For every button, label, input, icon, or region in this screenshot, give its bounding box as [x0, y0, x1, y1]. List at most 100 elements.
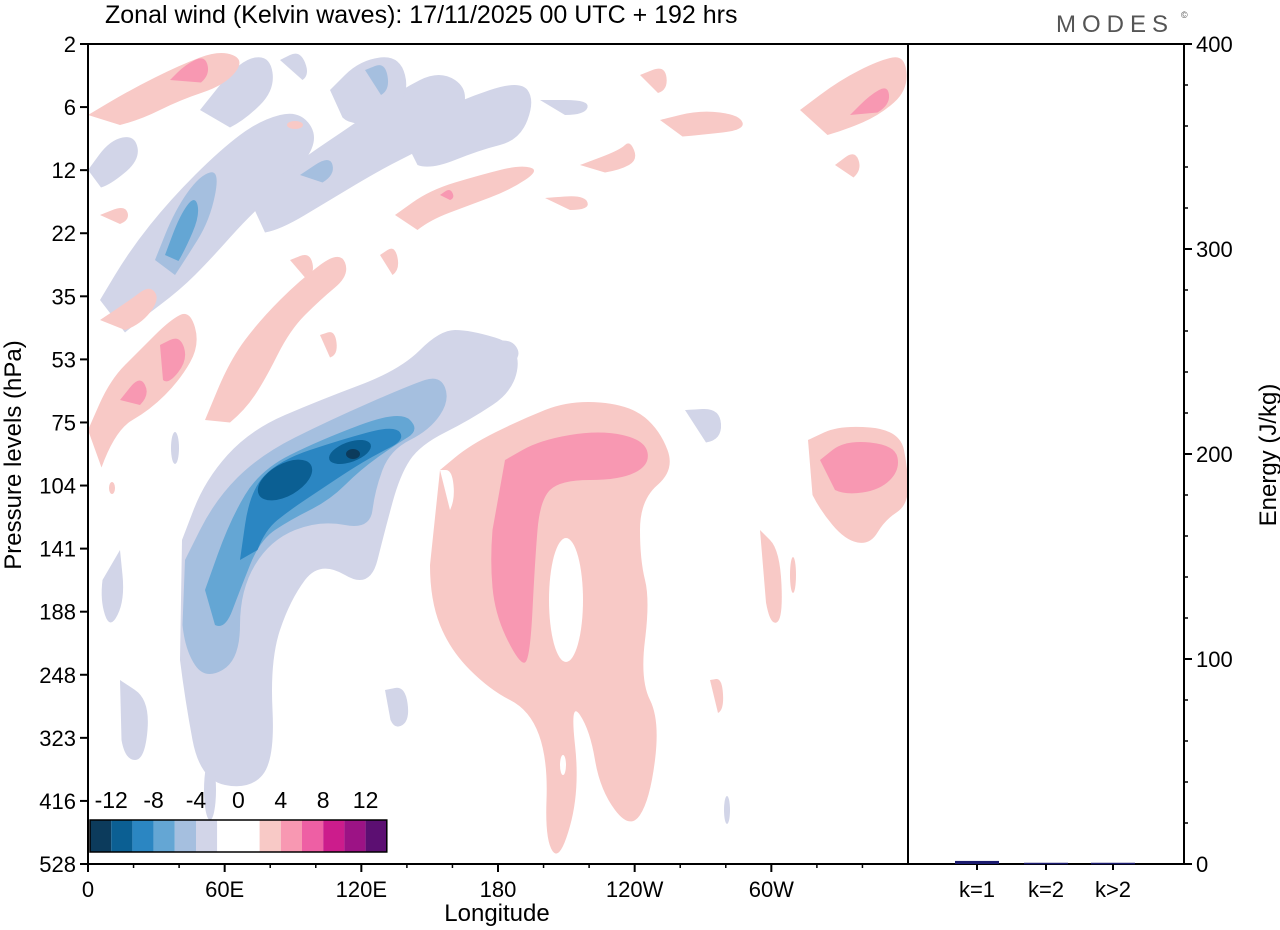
colorbar-swatch: [302, 820, 324, 852]
x-tick-label: 120E: [336, 877, 387, 902]
energy-bar: [1091, 862, 1135, 865]
easterly-contour-3: [165, 200, 199, 261]
easterly-contour-2: [365, 65, 389, 95]
energy-bar: [1024, 862, 1068, 865]
energy-frame: [907, 43, 1185, 865]
colorbar-label: -4: [186, 787, 207, 813]
colorbar-label: 8: [317, 787, 330, 813]
energy-tick-label: 400: [1196, 32, 1233, 57]
westerly-contour-1: [545, 196, 588, 210]
x-tick-label: 0: [82, 877, 94, 902]
westerly-contour-1: [205, 256, 347, 423]
brand-mark: ©: [1181, 10, 1188, 20]
longitude-axis: 0 60E 120E 180 120W 60W: [82, 864, 864, 902]
westerly-contour-2: [170, 58, 209, 83]
westerly-contour-2: [850, 88, 890, 115]
colorbar-swatch: [174, 820, 196, 852]
y-tick-label: 12: [52, 158, 76, 183]
y-tick-label: 6: [64, 95, 76, 120]
easterly-contour-1: [280, 53, 307, 80]
colorbar-swatch: [323, 820, 345, 852]
westerly-gap: [440, 470, 454, 510]
wind-field: [88, 53, 908, 854]
y-tick-label: 528: [39, 852, 76, 877]
westerly-gap: [549, 538, 583, 662]
easterly-contour-1: [200, 57, 273, 128]
westerly-contour-1: [290, 254, 313, 278]
colorbar-swatch: [217, 820, 239, 852]
colorbar-swatch: [90, 820, 112, 852]
easterly-contour-1: [685, 408, 722, 443]
colorbar-label: 4: [274, 787, 287, 813]
easterly-contour-1: [385, 687, 409, 727]
westerly-contour-2: [491, 432, 648, 663]
energy-category-label: k=2: [1028, 877, 1064, 902]
westerly-contour-1: [109, 482, 115, 494]
colorbar-swatch: [259, 820, 281, 852]
pressure-axis: 2 6 12 22 35 53 75 104 141 188 248 323 416 528: [39, 32, 88, 877]
westerly-contour-1: [320, 332, 337, 358]
westerly-contour-1: [790, 557, 796, 593]
colorbar: [89, 819, 388, 853]
colorbar-swatch: [111, 820, 133, 852]
energy-axis-label: Energy (J/kg): [1255, 384, 1280, 527]
westerly-contour-2: [440, 190, 454, 200]
energy-category-label: k>2: [1095, 877, 1131, 902]
westerly-contour-1: [835, 154, 860, 178]
easterly-contour-1: [204, 760, 216, 820]
westerly-contour-1: [430, 402, 670, 854]
y-tick-label: 35: [52, 284, 76, 309]
colorbar-label: -8: [143, 787, 163, 813]
westerly-contour-1: [800, 57, 907, 135]
westerly-contour-1: [287, 121, 303, 129]
colorbar-swatch: [280, 820, 302, 852]
westerly-gap: [560, 755, 566, 775]
easterly-contour-1: [100, 113, 314, 333]
y-tick-label: 323: [39, 726, 76, 751]
x-tick-label: 60W: [749, 877, 794, 902]
x-tick-label: 60E: [205, 877, 244, 902]
easterly-contour-6: [346, 449, 360, 459]
y-tick-label: 104: [39, 474, 76, 499]
y-tick-label: 248: [39, 663, 76, 688]
westerly-contour-2: [120, 380, 147, 405]
chart-title: Zonal wind (Kelvin waves): 17/11/2025 00…: [105, 1, 738, 29]
westerly-contour-1: [380, 248, 399, 275]
energy-category-label: k=1: [959, 877, 995, 902]
colorbar-swatch: [153, 820, 175, 852]
easterly-contour-1: [400, 85, 532, 167]
easterly-contour-1: [171, 432, 179, 464]
easterly-contour-1: [101, 550, 124, 623]
easterly-contour-5: [257, 459, 313, 501]
westerly-contour-2: [820, 442, 898, 494]
westerly-contour-1: [760, 530, 782, 623]
easterly-contour-1: [540, 100, 588, 115]
easterly-contour-1: [724, 796, 730, 824]
y-tick-label: 2: [64, 32, 76, 57]
westerly-contour-1: [100, 208, 128, 224]
brand-logo: MODES: [1056, 11, 1174, 38]
easterly-contour-1: [330, 57, 407, 124]
westerly-contour-1: [710, 678, 724, 713]
westerly-contour-1: [640, 68, 667, 93]
colorbar-swatch: [365, 820, 387, 852]
colorbar-swatch: [238, 820, 260, 852]
energy-bars: k=1 k=2 k>2: [955, 860, 1135, 902]
energy-axis: 0 100 200 300 400: [1184, 32, 1233, 877]
colorbar-label: -12: [95, 787, 128, 813]
y-tick-label: 188: [39, 600, 76, 625]
x-axis-label: Longitude: [444, 900, 549, 927]
y-tick-label: 22: [52, 221, 76, 246]
easterly-contour-2: [300, 160, 333, 183]
y-tick-label: 141: [39, 537, 76, 562]
easterly-contour-1: [180, 330, 518, 787]
westerly-contour-1: [660, 111, 743, 137]
colorbar-swatch: [132, 820, 154, 852]
westerly-contour-1: [100, 288, 157, 330]
colorbar-label: 12: [353, 787, 379, 813]
energy-tick-label: 100: [1196, 647, 1233, 672]
energy-bar: [955, 860, 999, 864]
energy-tick-label: 200: [1196, 442, 1233, 467]
easterly-contour-1: [120, 680, 148, 760]
